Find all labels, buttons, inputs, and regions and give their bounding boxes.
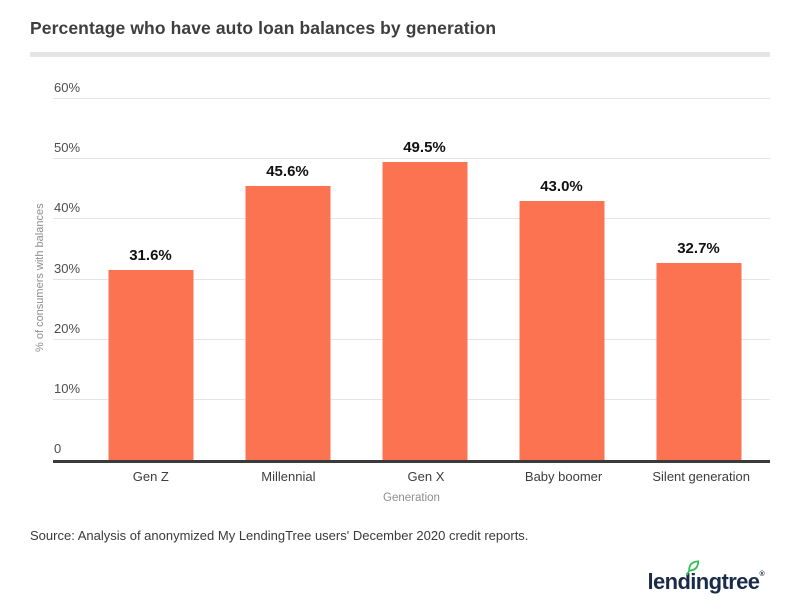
y-tick-label: 0 [54,441,62,456]
bars-container: 31.6% 45.6% 49.5% 43.0% 32.7% [82,99,767,460]
y-tick-label: 50% [54,140,81,156]
plot-area: 31.6% 45.6% 49.5% 43.0% 32.7% 0 10% 20% 30% 40% 5… [53,81,770,463]
logo-letter-i: i [686,560,700,595]
y-tick-label: 40% [54,200,81,216]
bar-group: 45.6% [219,99,356,460]
bar-value-label: 45.6% [266,162,309,180]
gridline [53,98,770,99]
bar [519,201,604,460]
y-tick-label: 60% [54,80,81,95]
logo-text-pre: lend [647,569,691,594]
bar-group: 31.6% [82,99,219,460]
x-tick-label: Baby boomer [524,469,603,484]
y-tick-label: 30% [54,260,81,276]
leaf-icon [686,556,700,582]
bar-group: 49.5% [356,99,493,460]
logo-text-post: ngtree [695,569,760,594]
x-tick-label: Gen X [407,469,445,484]
bar [656,263,741,460]
x-axis-title: Generation [383,492,440,504]
logo-trademark: ® [759,571,764,578]
title-divider [30,52,770,57]
x-tick-label: Gen Z [132,469,169,484]
x-tick-label: Silent generation [652,469,750,484]
bar [245,185,330,460]
bar-value-label: 31.6% [129,246,172,264]
bar-value-label: 43.0% [540,178,583,196]
bar [108,269,193,460]
lendingtree-logo: lend ingtree® [647,560,765,595]
y-axis-title: % of consumers with balances [34,203,46,352]
bar-value-label: 49.5% [403,139,446,157]
logo-letter-i-text: i [690,569,696,594]
chart-title: Percentage who have auto loan balances b… [30,18,497,38]
x-tick-label: Millennial [261,469,316,484]
x-axis-labels: Gen Z Millennial Gen X Baby boomer Silent ge… [82,469,770,484]
bar [382,162,467,460]
source-note: Source: Analysis of anonymized My Lendin… [30,528,529,543]
bar-group: 32.7% [630,99,767,460]
bar-group: 43.0% [493,99,630,460]
y-tick-label: 10% [54,380,81,396]
gridline [53,158,770,160]
bar-value-label: 32.7% [677,240,720,258]
y-tick-label: 20% [54,320,81,336]
